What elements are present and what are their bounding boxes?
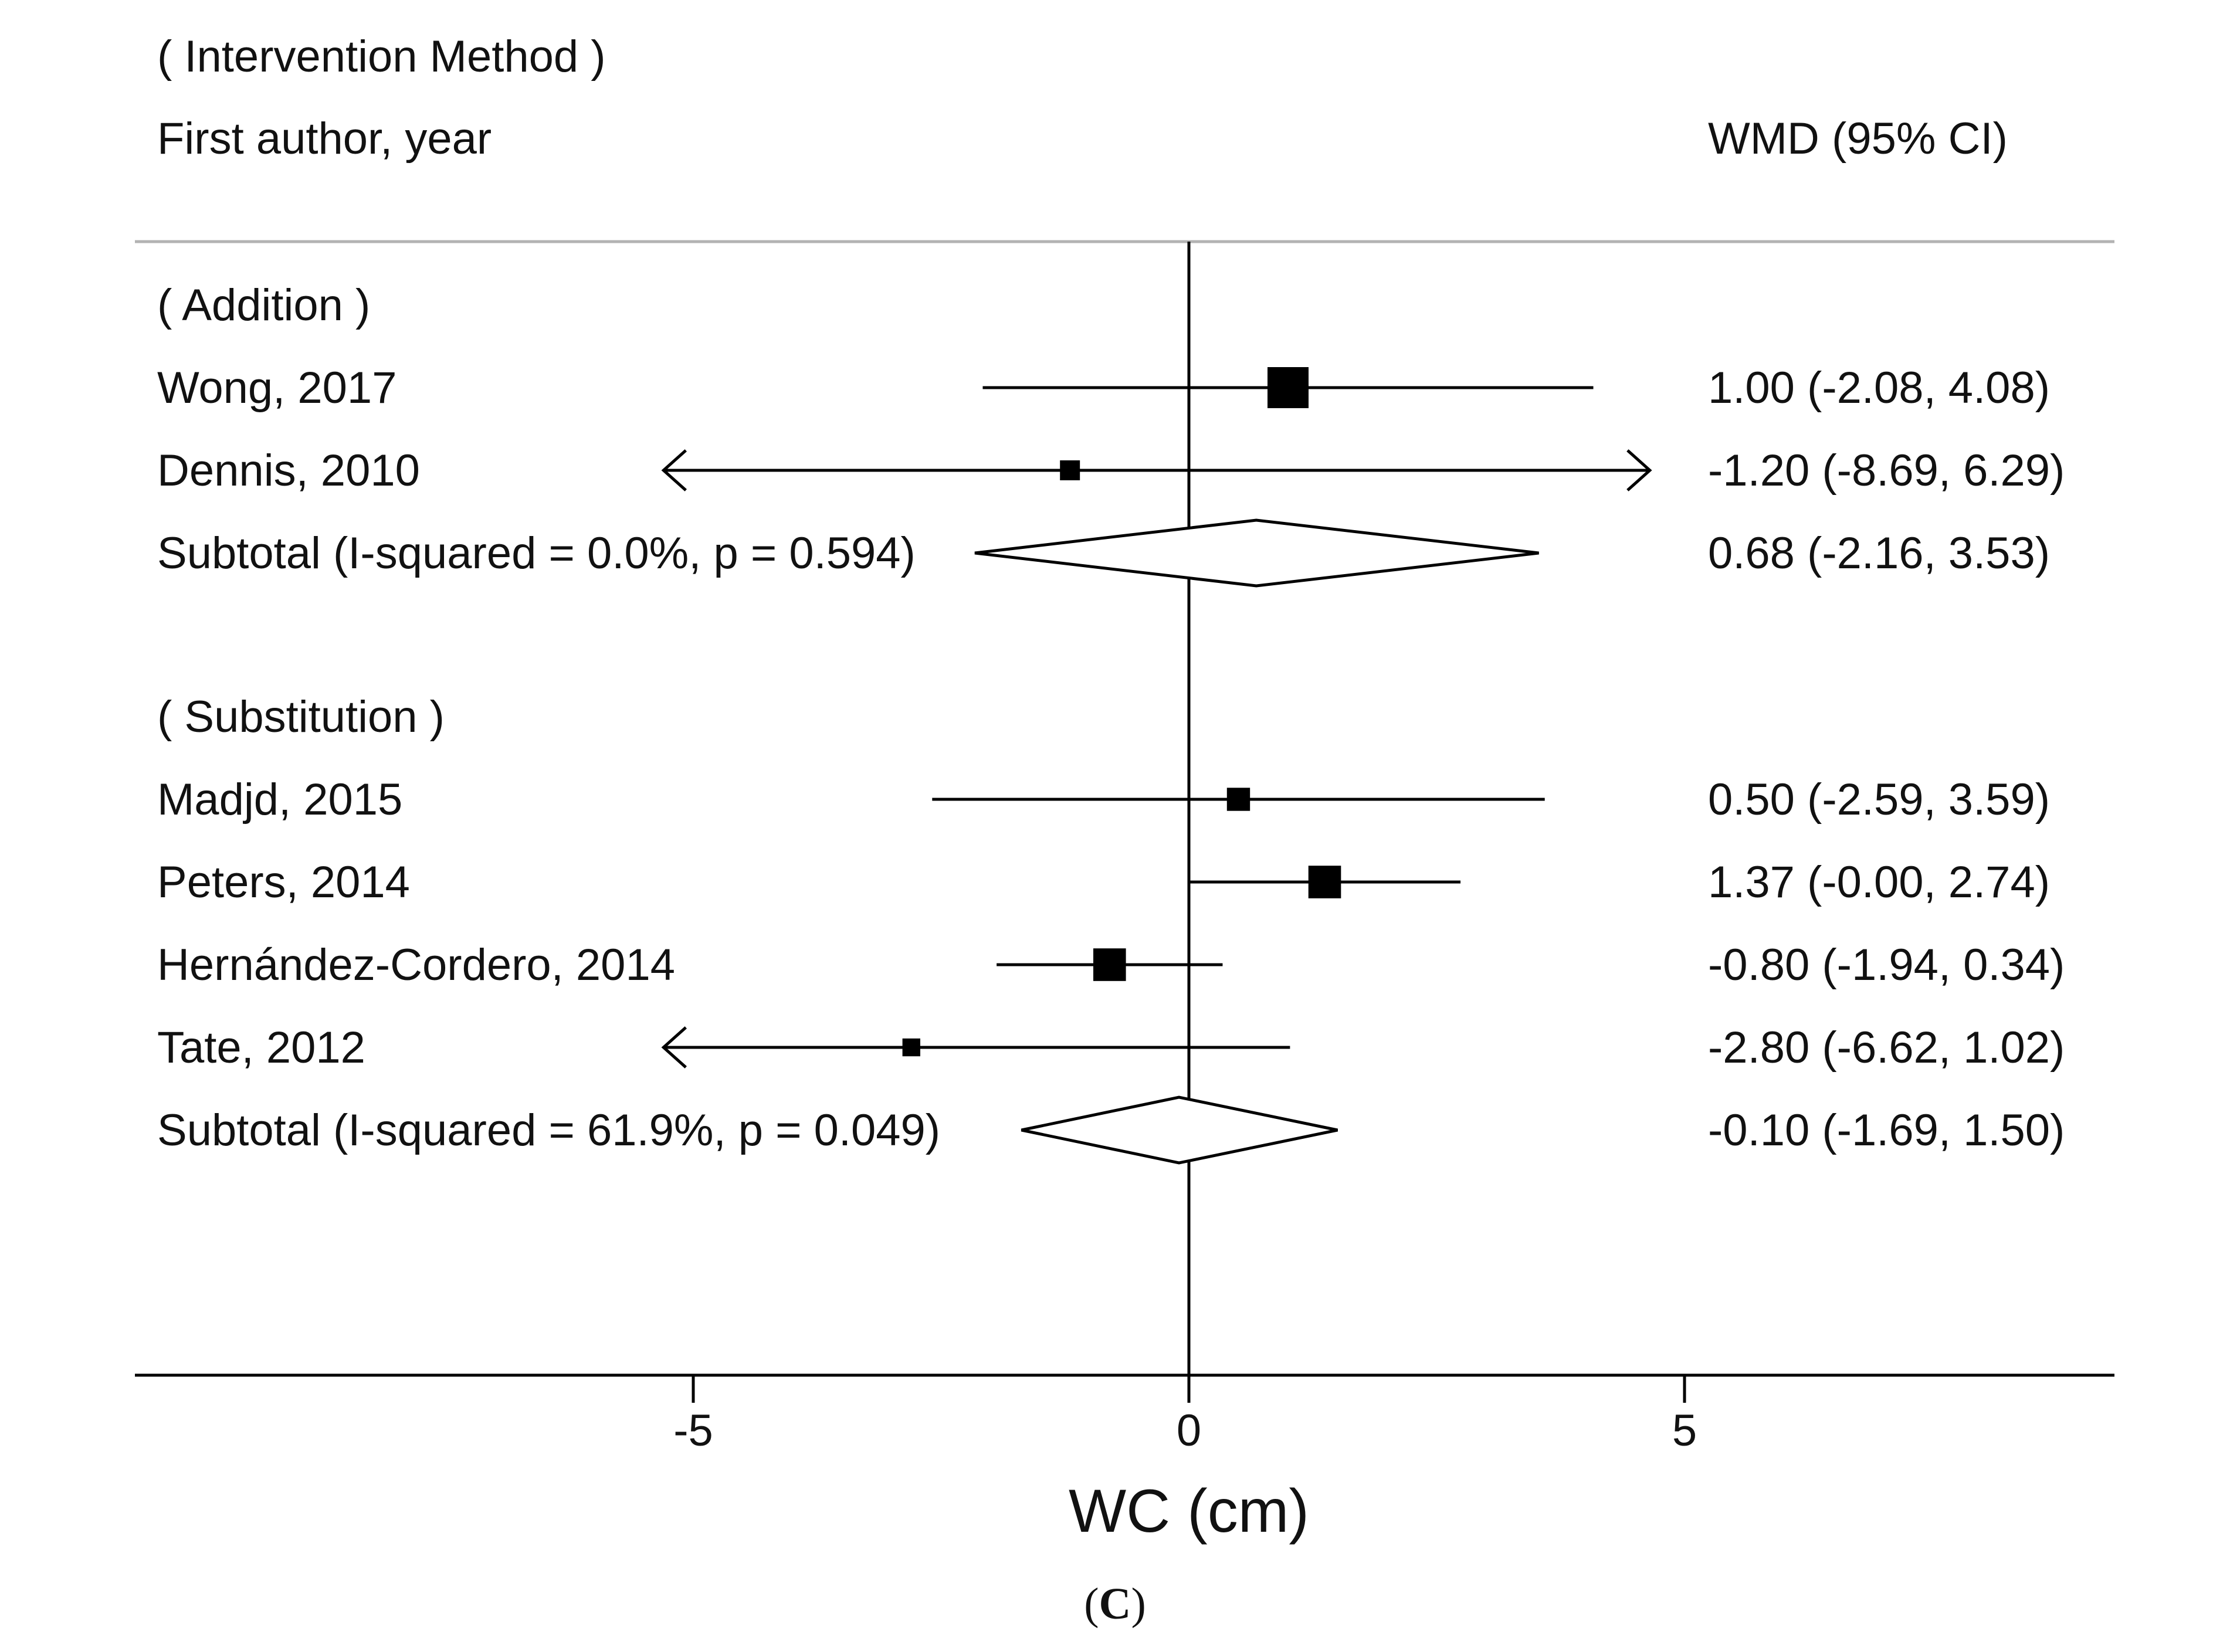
ci-arrow-left (661, 1026, 687, 1068)
study-rows: ( Addition ) Wong, 2017 1.00 (-2.08, 4.08)… (157, 280, 2065, 1165)
subtotal-diamond (1021, 1095, 1338, 1165)
study-ci-text: -2.80 (-6.62, 1.02) (1708, 1023, 2065, 1073)
panel-label-letter: C (1099, 1579, 1131, 1629)
x-axis-label: WC (cm) (1069, 1477, 1309, 1545)
header-effect: WMD (95% CI) (1708, 114, 2008, 164)
point-estimate (902, 1038, 920, 1057)
ci-arrow-right (1626, 449, 1652, 491)
study-ci-text: -1.20 (-8.69, 6.29) (1708, 446, 2065, 496)
subtotal-label: Subtotal (I-squared = 61.9%, p = 0.049) (157, 1105, 940, 1155)
study-label: Madjd, 2015 (157, 775, 402, 825)
x-axis-ticks: -5 0 5 (673, 1375, 1697, 1456)
group-heading: ( Addition ) (157, 280, 370, 330)
study-ci-text: -0.80 (-1.94, 0.34) (1708, 940, 2065, 990)
subtotal-ci-text: 0.68 (-2.16, 3.53) (1708, 528, 2050, 578)
study-ci-text: 1.37 (-0.00, 2.74) (1708, 857, 2050, 907)
point-estimate (1267, 367, 1309, 408)
subtotal-diamond (974, 518, 1539, 588)
subtotal-ci-text: -0.10 (-1.69, 1.50) (1708, 1105, 2065, 1155)
x-tick-label: 0 (1177, 1406, 1201, 1456)
study-label: Peters, 2014 (157, 857, 410, 907)
header-group: ( Intervention Method ) (157, 32, 606, 82)
x-tick-label: 5 (1672, 1406, 1697, 1456)
study-label: Wong, 2017 (157, 363, 396, 413)
header-study: First author, year (157, 114, 492, 164)
study-label: Tate, 2012 (157, 1023, 365, 1073)
point-estimate (1093, 948, 1126, 981)
point-estimate (1226, 788, 1250, 811)
study-ci-text: 1.00 (-2.08, 4.08) (1708, 363, 2050, 413)
group-heading: ( Substitution ) (157, 692, 445, 742)
point-estimate (1060, 460, 1080, 480)
point-estimate (1308, 866, 1341, 898)
study-label: Hernández-Cordero, 2014 (157, 940, 675, 990)
x-tick-label: -5 (673, 1406, 713, 1456)
study-label: Dennis, 2010 (157, 446, 420, 496)
study-ci-text: 0.50 (-2.59, 3.59) (1708, 775, 2050, 825)
ci-arrow-left (661, 449, 687, 491)
panel-label: (C) (1084, 1579, 1146, 1629)
subtotal-label: Subtotal (I-squared = 0.0%, p = 0.594) (157, 528, 916, 578)
